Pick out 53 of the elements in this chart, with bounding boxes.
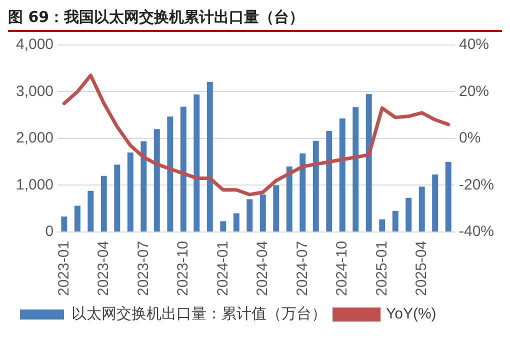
bar [392,210,398,232]
bar [206,82,213,232]
bar [366,94,372,232]
bar [379,219,386,232]
bar [194,94,200,232]
x-tick-label: 2024-04 [254,240,272,296]
bar [180,106,186,232]
chart-title: 图 69：我国以太网交换机累计出口量（台） [8,8,502,32]
x-tick-label: 2023-07 [134,240,152,296]
bar [339,118,346,232]
bar [127,152,134,232]
y2-tick-label: 20% [458,82,490,100]
bar [273,185,280,232]
bar [100,176,107,232]
x-tick-label: 2024-10 [334,240,351,296]
bar [300,153,306,232]
bar [140,141,147,232]
legend-label: 以太网交换机出口量：累计值（万台） [72,306,326,323]
y-tick-label: 3,000 [16,82,54,100]
y-tick-label: 4,000 [16,36,54,54]
bar [432,174,438,232]
bar [312,140,319,232]
bar [326,131,332,232]
x-tick-label: 2025-01 [373,240,390,296]
bar [74,206,80,232]
bar [260,194,266,232]
y-tick-label: 0 [45,223,54,240]
bar [352,107,359,232]
y2-tick-label: -20% [458,176,494,194]
x-tick-label: 2024-01 [214,240,232,296]
bar [114,164,120,232]
x-tick-label: 2023-01 [55,240,72,296]
bar [418,186,425,232]
y2-tick-label: -40% [458,223,494,240]
bar [406,198,412,232]
bar [246,199,253,232]
x-tick-label: 2023-04 [95,240,112,296]
bar [88,190,94,232]
bar [220,221,226,232]
bar [233,213,240,232]
x-tick-label: 2025-04 [413,240,430,296]
x-tick-label: 2023-10 [174,240,192,296]
x-tick-label: 2024-07 [294,240,311,296]
legend-label: YoY(%) [386,306,436,323]
bar [445,162,452,232]
bar [286,166,292,232]
bar [61,216,68,232]
bar [154,129,160,232]
bar [167,116,174,232]
y2-tick-label: 40% [458,36,490,54]
y-tick-label: 2,000 [16,130,54,147]
y-tick-label: 1,000 [16,176,54,194]
y2-tick-label: 0% [458,130,481,147]
